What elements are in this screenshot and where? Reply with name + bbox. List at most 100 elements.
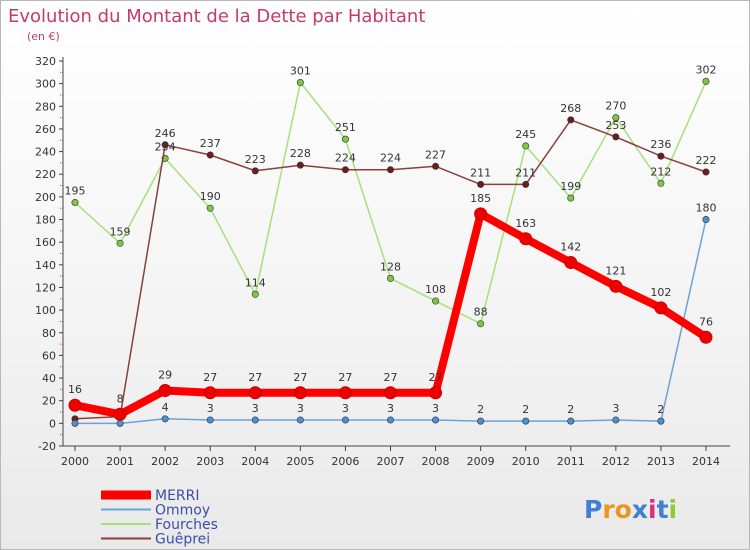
data-label-guprei: 223	[245, 153, 266, 166]
data-point-fourches	[567, 194, 575, 202]
data-label-fourches: 245	[515, 128, 536, 141]
data-label-guprei: 224	[335, 152, 356, 165]
data-point-merri	[68, 398, 82, 412]
data-point-guprei	[251, 167, 259, 175]
data-point-guprei	[432, 162, 440, 170]
data-point-fourches	[477, 320, 485, 328]
data-point-fourches	[432, 297, 440, 305]
data-point-guprei	[702, 168, 710, 176]
y-tick-label: 40	[42, 372, 56, 385]
data-point-fourches	[522, 142, 530, 150]
data-point-merri	[338, 386, 352, 400]
y-tick-label: 20	[42, 395, 56, 408]
data-point-fourches	[702, 77, 710, 85]
x-tick-label: 2006	[331, 455, 359, 468]
data-label-merri: 29	[158, 369, 172, 382]
data-label-merri: 27	[429, 371, 443, 384]
data-label-merri: 27	[338, 371, 352, 384]
data-label-guprei: 236	[650, 138, 671, 151]
data-label-ommoy: 3	[612, 402, 619, 415]
data-point-ommoy	[161, 415, 169, 423]
data-point-fourches	[71, 199, 79, 207]
data-label-fourches: 251	[335, 121, 356, 134]
x-tick-label: 2011	[557, 455, 585, 468]
data-label-ommoy: 3	[297, 402, 304, 415]
data-point-merri	[564, 256, 578, 270]
data-label-fourches: 212	[650, 165, 671, 178]
x-tick-label: 2014	[692, 455, 720, 468]
data-point-ommoy	[386, 416, 394, 424]
data-point-merri	[293, 386, 307, 400]
data-label-guprei: 253	[605, 119, 626, 132]
data-point-guprei	[657, 152, 665, 160]
data-label-ommoy: 3	[387, 402, 394, 415]
data-point-ommoy	[612, 416, 620, 424]
data-label-fourches: 159	[110, 225, 131, 238]
data-point-ommoy	[567, 417, 575, 425]
y-tick-label: 80	[42, 327, 56, 340]
data-point-merri	[429, 386, 443, 400]
y-tick-label: 260	[35, 123, 56, 136]
data-label-ommoy: 4	[162, 401, 169, 414]
legend-label-merri: MERRI	[155, 488, 200, 504]
y-tick-label: 120	[35, 281, 56, 294]
data-point-fourches	[206, 204, 214, 212]
data-label-merri: 8	[117, 392, 124, 405]
data-label-merri: 27	[203, 371, 217, 384]
data-point-ommoy	[477, 417, 485, 425]
data-label-merri: 27	[248, 371, 262, 384]
data-label-guprei: 224	[380, 152, 401, 165]
data-point-merri	[654, 301, 668, 315]
data-label-merri: 27	[383, 371, 397, 384]
data-point-fourches	[386, 274, 394, 282]
data-label-fourches: 301	[290, 65, 311, 78]
y-tick-label: -20	[38, 440, 56, 453]
proxiti-logo: Proxiti	[584, 495, 677, 524]
data-point-guprei	[522, 180, 530, 188]
data-label-guprei: 211	[470, 166, 491, 179]
data-label-ommoy: 2	[522, 403, 529, 416]
data-point-ommoy	[116, 419, 124, 427]
y-tick-label: 280	[35, 100, 56, 113]
data-point-merri	[158, 384, 172, 398]
data-label-merri: 16	[68, 383, 82, 396]
data-label-ommoy: 180	[695, 202, 716, 215]
data-point-ommoy	[657, 417, 665, 425]
x-tick-label: 2012	[602, 455, 630, 468]
x-tick-label: 2003	[196, 455, 224, 468]
data-label-merri: 76	[699, 315, 713, 328]
data-label-guprei: 211	[515, 166, 536, 179]
data-label-fourches: 114	[245, 276, 266, 289]
data-label-merri: 163	[515, 217, 536, 230]
x-tick-label: 2009	[467, 455, 495, 468]
y-tick-label: 160	[35, 236, 56, 249]
data-label-ommoy: 3	[342, 402, 349, 415]
data-point-guprei	[477, 180, 485, 188]
data-point-merri	[383, 386, 397, 400]
x-tick-label: 2004	[241, 455, 269, 468]
data-label-merri: 185	[470, 192, 491, 205]
data-point-guprei	[341, 166, 349, 174]
data-point-guprei	[386, 166, 394, 174]
data-label-fourches: 190	[200, 190, 221, 203]
chart-title: Evolution du Montant de la Dette par Hab…	[8, 6, 426, 27]
data-point-ommoy	[71, 419, 79, 427]
data-point-fourches	[116, 239, 124, 247]
chart-subtitle: (en €)	[27, 30, 60, 43]
data-label-fourches: 108	[425, 283, 446, 296]
y-tick-label: 220	[35, 168, 56, 181]
legend-label-ommoy: Ommoy	[155, 503, 210, 519]
data-label-ommoy: 3	[432, 402, 439, 415]
x-tick-label: 2007	[376, 455, 404, 468]
x-tick-label: 2008	[422, 455, 450, 468]
data-label-fourches: 88	[474, 306, 488, 319]
y-tick-label: 300	[35, 78, 56, 91]
data-label-merri: 142	[560, 241, 581, 254]
data-label-ommoy: 2	[567, 403, 574, 416]
x-tick-label: 2013	[647, 455, 675, 468]
data-label-fourches: 128	[380, 260, 401, 273]
data-label-ommoy: 3	[252, 402, 259, 415]
data-point-merri	[248, 386, 262, 400]
y-tick-label: 60	[42, 349, 56, 362]
